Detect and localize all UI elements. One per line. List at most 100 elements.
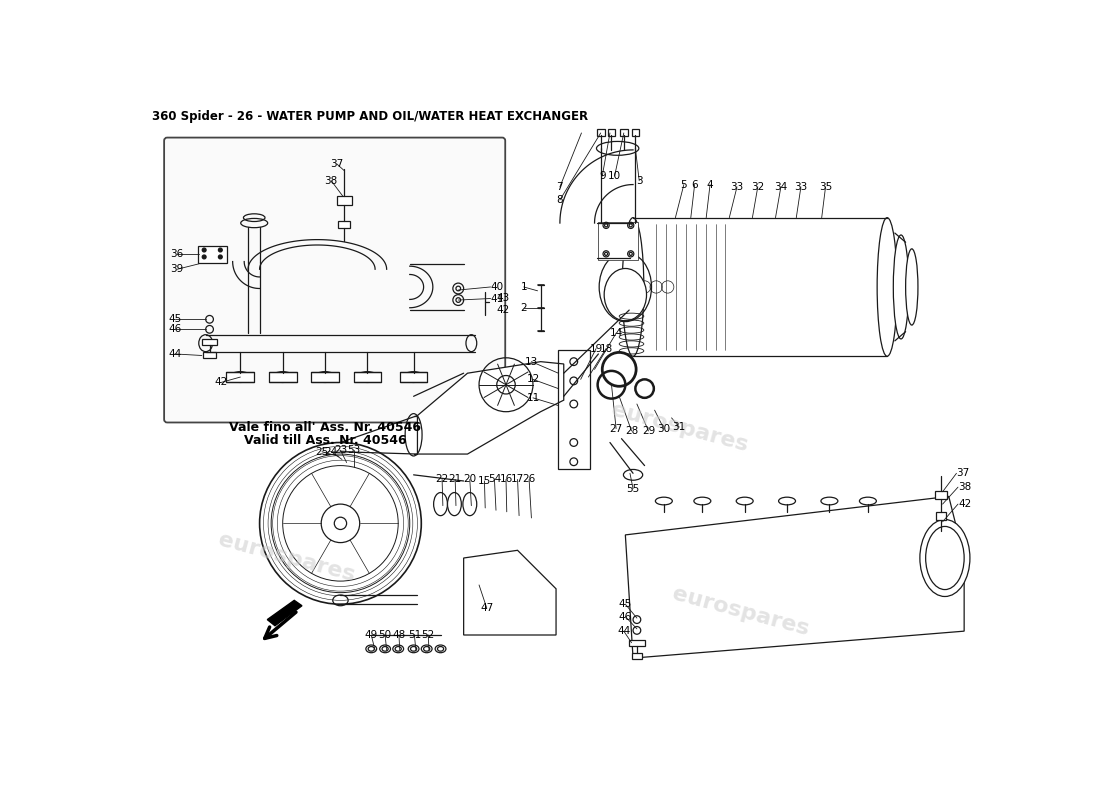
Circle shape bbox=[219, 248, 222, 252]
Text: 52: 52 bbox=[421, 630, 434, 640]
Text: 48: 48 bbox=[393, 630, 406, 640]
Text: eurospares: eurospares bbox=[670, 584, 812, 640]
Ellipse shape bbox=[379, 645, 390, 653]
Text: 47: 47 bbox=[480, 603, 494, 613]
Bar bbox=[936, 512, 946, 519]
Text: 41: 41 bbox=[491, 294, 504, 303]
Bar bbox=[935, 491, 947, 498]
Ellipse shape bbox=[624, 470, 642, 480]
Circle shape bbox=[202, 248, 206, 252]
Text: 20: 20 bbox=[463, 474, 476, 485]
Text: 55: 55 bbox=[626, 484, 640, 494]
Text: 32: 32 bbox=[751, 182, 764, 192]
Bar bbox=[558, 350, 590, 470]
Bar bbox=[337, 196, 352, 206]
Text: eurospares: eurospares bbox=[216, 530, 358, 586]
Text: 42: 42 bbox=[214, 378, 228, 387]
Text: 12: 12 bbox=[526, 374, 540, 384]
Text: 2: 2 bbox=[520, 302, 527, 313]
Text: 14: 14 bbox=[609, 328, 623, 338]
Ellipse shape bbox=[448, 493, 461, 516]
Bar bbox=[597, 129, 605, 136]
Text: 23: 23 bbox=[333, 445, 348, 455]
Text: 53: 53 bbox=[348, 445, 361, 455]
Bar bbox=[598, 222, 638, 260]
Text: 8: 8 bbox=[557, 195, 563, 205]
Text: 54: 54 bbox=[487, 474, 502, 485]
Ellipse shape bbox=[366, 645, 376, 653]
Text: 4: 4 bbox=[706, 179, 714, 190]
Text: 15: 15 bbox=[477, 476, 491, 486]
Text: 50: 50 bbox=[378, 630, 392, 640]
Polygon shape bbox=[267, 600, 301, 626]
FancyBboxPatch shape bbox=[164, 138, 505, 422]
Bar bbox=[399, 372, 428, 382]
Bar bbox=[607, 129, 615, 136]
Text: 51: 51 bbox=[408, 630, 421, 640]
Ellipse shape bbox=[421, 645, 432, 653]
Text: 30: 30 bbox=[658, 424, 670, 434]
Text: 5: 5 bbox=[681, 179, 688, 190]
Text: 36: 36 bbox=[170, 249, 184, 259]
Polygon shape bbox=[464, 550, 556, 635]
Text: 1: 1 bbox=[520, 282, 527, 292]
Text: 17: 17 bbox=[510, 474, 525, 485]
Text: 46: 46 bbox=[168, 324, 182, 334]
Ellipse shape bbox=[393, 645, 404, 653]
Text: 44: 44 bbox=[168, 349, 182, 359]
Bar bbox=[338, 221, 351, 229]
Text: 24: 24 bbox=[324, 446, 338, 457]
Text: 37: 37 bbox=[957, 468, 970, 478]
Text: 37: 37 bbox=[330, 158, 343, 169]
Text: 31: 31 bbox=[672, 422, 686, 432]
Text: 19: 19 bbox=[590, 343, 603, 354]
Ellipse shape bbox=[408, 645, 419, 653]
Bar bbox=[227, 372, 254, 382]
Text: 34: 34 bbox=[774, 182, 788, 192]
Text: 27: 27 bbox=[609, 424, 623, 434]
Text: 25: 25 bbox=[316, 446, 329, 457]
Text: 39: 39 bbox=[170, 264, 184, 274]
Ellipse shape bbox=[463, 493, 476, 516]
Text: 38: 38 bbox=[324, 176, 338, 186]
Text: 26: 26 bbox=[522, 474, 536, 485]
Text: eurospares: eurospares bbox=[608, 399, 750, 455]
Text: 22: 22 bbox=[436, 474, 449, 485]
Polygon shape bbox=[625, 496, 964, 658]
Text: 21: 21 bbox=[449, 474, 462, 485]
Text: 38: 38 bbox=[958, 482, 971, 492]
Text: 7: 7 bbox=[557, 182, 563, 192]
Text: 360 Spider - 26 - WATER PUMP AND OIL/WATER HEAT EXCHANGER: 360 Spider - 26 - WATER PUMP AND OIL/WAT… bbox=[152, 110, 587, 123]
Bar bbox=[198, 246, 228, 263]
Ellipse shape bbox=[893, 235, 909, 339]
Text: 16: 16 bbox=[499, 474, 513, 485]
Text: Vale fino all' Ass. Nr. 40546: Vale fino all' Ass. Nr. 40546 bbox=[229, 421, 421, 434]
Text: 28: 28 bbox=[625, 426, 638, 436]
Text: 45: 45 bbox=[618, 599, 632, 610]
Text: 33: 33 bbox=[794, 182, 807, 192]
Ellipse shape bbox=[604, 269, 647, 321]
Bar bbox=[631, 129, 639, 136]
Text: 45: 45 bbox=[168, 314, 182, 324]
Text: 3: 3 bbox=[636, 176, 642, 186]
Text: 18: 18 bbox=[600, 343, 613, 354]
Bar bbox=[268, 372, 297, 382]
Ellipse shape bbox=[436, 645, 446, 653]
Ellipse shape bbox=[905, 249, 917, 325]
Text: 29: 29 bbox=[641, 426, 656, 436]
Bar bbox=[631, 654, 642, 659]
Text: 40: 40 bbox=[491, 282, 504, 292]
Circle shape bbox=[219, 255, 222, 259]
Bar bbox=[204, 353, 216, 358]
Polygon shape bbox=[418, 362, 563, 454]
Text: 42: 42 bbox=[958, 499, 971, 509]
Text: 42: 42 bbox=[496, 305, 509, 315]
Ellipse shape bbox=[433, 493, 448, 516]
Circle shape bbox=[202, 255, 206, 259]
Text: 44: 44 bbox=[617, 626, 630, 636]
Bar bbox=[353, 372, 382, 382]
Bar bbox=[311, 372, 339, 382]
Text: 46: 46 bbox=[618, 611, 632, 622]
Text: 6: 6 bbox=[691, 179, 698, 190]
Ellipse shape bbox=[920, 519, 970, 597]
